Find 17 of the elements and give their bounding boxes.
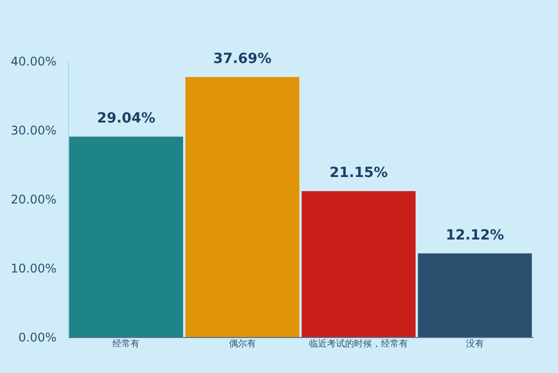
bar xyxy=(418,253,532,337)
data-label: 12.12% xyxy=(446,227,504,244)
y-tick-label: 0.00% xyxy=(18,330,56,344)
bar xyxy=(302,191,416,337)
bar xyxy=(69,136,184,337)
x-tick-label: 没有 xyxy=(466,338,484,350)
x-tick-label: 经常有 xyxy=(112,338,140,350)
data-label: 37.69% xyxy=(213,50,272,67)
data-label: 29.04% xyxy=(96,110,156,127)
y-tick-label: 30.00% xyxy=(10,124,56,138)
y-tick-label: 20.00% xyxy=(10,192,56,206)
bar xyxy=(185,76,300,337)
data-label: 21.15% xyxy=(329,165,388,182)
y-tick-label: 40.00% xyxy=(10,54,56,68)
y-tick-label: 10.00% xyxy=(10,262,56,276)
x-tick-label: 偶尔有 xyxy=(228,338,256,350)
x-tick-label: 临近考试的时候，经常有 xyxy=(309,338,408,350)
